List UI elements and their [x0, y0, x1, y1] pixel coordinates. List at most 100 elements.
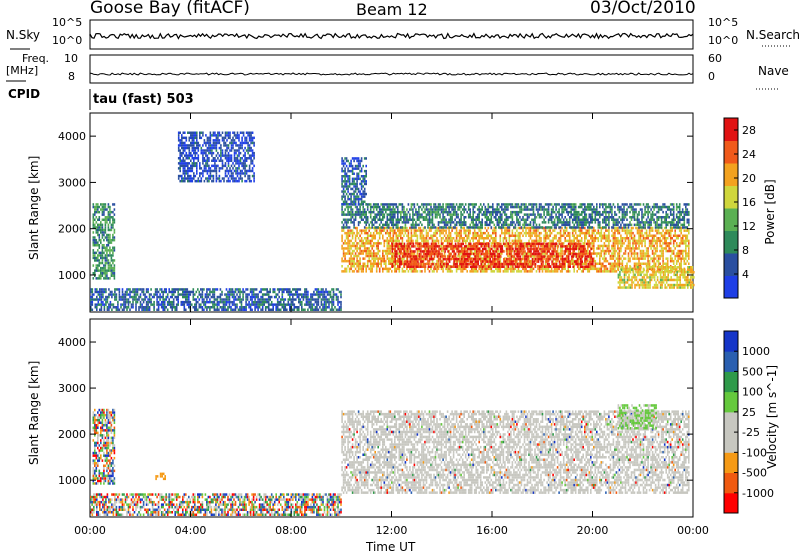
power-cell [206, 298, 208, 301]
power-cell [489, 234, 491, 237]
power-cell [577, 239, 580, 243]
power-cell [579, 245, 582, 248]
power-cell [172, 288, 175, 291]
power-cell [442, 262, 445, 266]
power-cell [106, 218, 108, 221]
power-cell [641, 252, 643, 255]
power-cell [201, 295, 204, 299]
power-cell [518, 257, 520, 261]
power-cell [433, 247, 436, 251]
power-cell [110, 264, 113, 267]
power-cell [404, 249, 407, 253]
power-cell [524, 260, 526, 263]
power-cell [450, 257, 452, 261]
power-cell [357, 265, 360, 268]
power-cell [162, 300, 164, 304]
power-cell [415, 242, 417, 245]
power-cell [194, 293, 196, 296]
power-cell [406, 257, 409, 261]
power-cell [391, 252, 393, 255]
power-cell [331, 298, 333, 301]
power-cell [520, 259, 523, 263]
power-cell [378, 257, 381, 260]
power-cell [222, 308, 225, 311]
power-cell [457, 247, 460, 251]
power-cell [513, 267, 515, 271]
power-cell [341, 213, 343, 216]
power-cell [162, 293, 164, 296]
power-cell [109, 306, 112, 309]
power-cell [603, 237, 606, 240]
power-cell [507, 245, 510, 248]
power-cell [97, 303, 100, 306]
power-cell [112, 266, 114, 270]
power-cell [573, 260, 576, 263]
power-cell [519, 245, 522, 248]
power-cell [565, 226, 568, 230]
power-cell [105, 303, 107, 306]
power-cell [377, 244, 379, 248]
power-cell [417, 247, 419, 251]
power-cell [591, 234, 594, 237]
power-cell [648, 267, 651, 271]
power-cell [239, 293, 241, 296]
power-cell [342, 247, 345, 250]
power-cell [215, 288, 217, 291]
power-cell [91, 303, 94, 306]
power-cell [100, 226, 102, 229]
power-cell [626, 237, 628, 240]
power-cell [112, 210, 114, 214]
power-cell [329, 308, 332, 311]
power-cell [360, 229, 363, 232]
power-cell [597, 270, 600, 273]
power-cell [222, 306, 225, 309]
power-cell [510, 262, 513, 266]
power-cell [580, 231, 583, 235]
power-cell [311, 295, 314, 299]
power-cell [498, 270, 500, 273]
power-cell [115, 298, 118, 301]
power-cell [504, 257, 506, 260]
power-cell [98, 228, 101, 232]
power-cell [147, 308, 149, 311]
power-cell [147, 306, 149, 309]
power-cell [618, 257, 621, 260]
power-cell [476, 231, 479, 235]
power-cell [351, 213, 354, 216]
power-cell [612, 234, 615, 237]
power-cell [508, 234, 511, 237]
power-cell [509, 257, 511, 261]
power-cell [593, 249, 595, 253]
power-cell [411, 260, 413, 263]
power-cell [671, 249, 673, 253]
power-cell [213, 298, 216, 301]
power-cell [632, 231, 634, 235]
power-cell [348, 252, 351, 255]
power-cell [496, 270, 499, 273]
power-cell [261, 298, 264, 301]
power-cell [242, 298, 244, 301]
power-cell [489, 247, 492, 251]
power-cell [204, 306, 207, 309]
power-cell [665, 249, 667, 253]
power-cell [608, 244, 610, 248]
power-cell [528, 254, 530, 258]
power-cell [520, 239, 523, 243]
power-cell [377, 242, 379, 245]
power-cell [593, 265, 595, 268]
power-cell [677, 234, 679, 237]
power-cell [133, 288, 136, 291]
power-cell [514, 239, 517, 243]
power-cell [396, 255, 398, 258]
power-cell [685, 252, 687, 255]
power-cell [380, 257, 382, 260]
power-cell [636, 262, 639, 265]
power-cell [657, 257, 660, 260]
power-cell [663, 239, 666, 243]
power-cell [678, 254, 681, 258]
power-cell [278, 295, 280, 299]
power-cell [466, 255, 469, 258]
power-cell [338, 308, 341, 311]
power-cell [544, 254, 547, 258]
power-cell [511, 249, 514, 253]
